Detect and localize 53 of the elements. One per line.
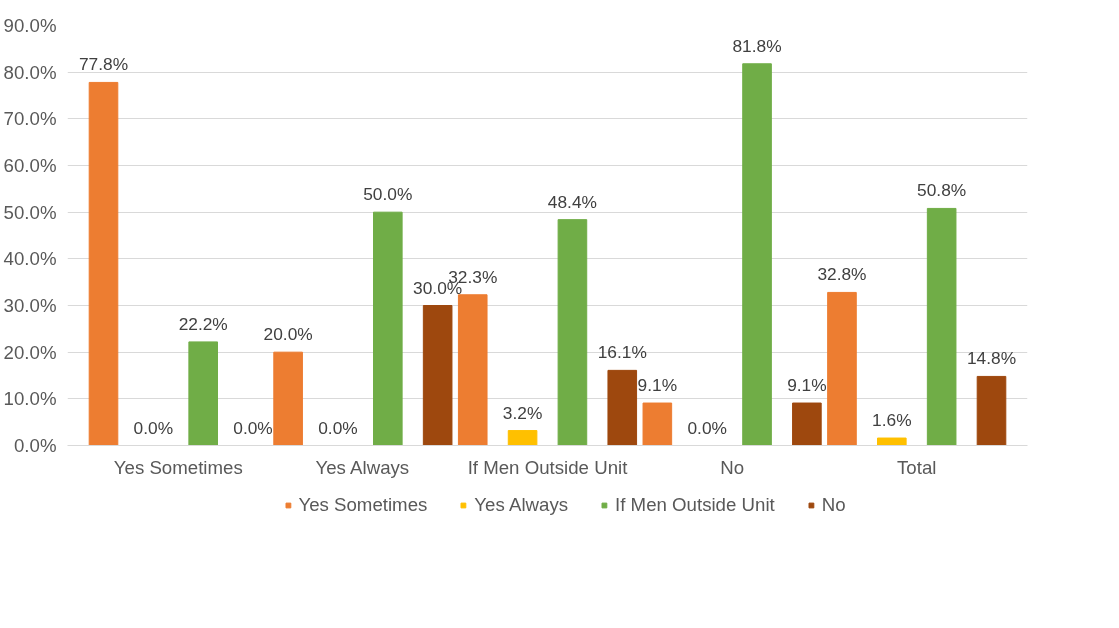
y-tick-label: 90.0% <box>3 15 57 36</box>
y-tick-label: 0.0% <box>13 435 57 456</box>
data-label: 22.2% <box>178 313 228 334</box>
data-label: 32.8% <box>817 264 867 285</box>
data-label: 1.6% <box>872 410 912 431</box>
data-label: 81.8% <box>732 35 782 56</box>
bar <box>642 402 673 446</box>
data-label: 9.1% <box>787 375 827 396</box>
data-label: 77.8% <box>78 54 129 75</box>
data-label: 0.0% <box>318 417 358 438</box>
bar <box>373 211 403 446</box>
data-label: 0.0% <box>687 417 727 438</box>
data-label: 0.0% <box>233 417 273 438</box>
bar <box>422 305 453 446</box>
data-label: 16.1% <box>597 342 647 363</box>
y-tick-label: 70.0% <box>3 108 57 130</box>
legend-label: Yes Always <box>474 494 569 516</box>
data-label: 14.8% <box>966 348 1017 369</box>
bar <box>273 351 303 446</box>
bar <box>792 402 822 446</box>
legend-label: Yes Sometimes <box>298 494 428 516</box>
data-label: 50.8% <box>917 180 967 201</box>
legend-label: If Men Outside Unit <box>615 494 775 516</box>
bar <box>507 430 538 446</box>
x-tick-label: No <box>720 456 745 478</box>
y-tick-label: 40.0% <box>3 248 57 270</box>
x-tick-label: Yes Always <box>315 456 410 478</box>
bar <box>827 291 857 446</box>
bar <box>188 341 218 446</box>
bar <box>88 81 119 446</box>
x-tick-label: Yes Sometimes <box>113 456 243 478</box>
bar <box>457 294 488 446</box>
y-tick-label: 20.0% <box>3 341 57 363</box>
legend-label: No <box>821 494 846 516</box>
data-label: 20.0% <box>263 324 313 345</box>
y-tick-label: 50.0% <box>3 201 57 223</box>
y-tick-label: 80.0% <box>3 61 57 83</box>
x-tick-label: If Men Outside Unit <box>467 456 629 478</box>
data-label: 3.2% <box>502 402 543 423</box>
bar <box>926 207 957 446</box>
bar <box>877 437 907 446</box>
bar <box>976 375 1007 446</box>
data-label: 0.0% <box>133 417 174 438</box>
y-tick-label: 10.0% <box>3 388 57 410</box>
bar <box>557 219 588 446</box>
data-label: 48.4% <box>547 191 597 212</box>
y-tick-label: 60.0% <box>3 155 57 176</box>
y-tick-label: 30.0% <box>3 295 57 316</box>
bar <box>742 63 772 446</box>
data-label: 50.0% <box>363 184 413 205</box>
x-tick-label: Total <box>897 456 937 478</box>
bar <box>607 369 638 446</box>
data-label: 9.1% <box>637 375 678 396</box>
